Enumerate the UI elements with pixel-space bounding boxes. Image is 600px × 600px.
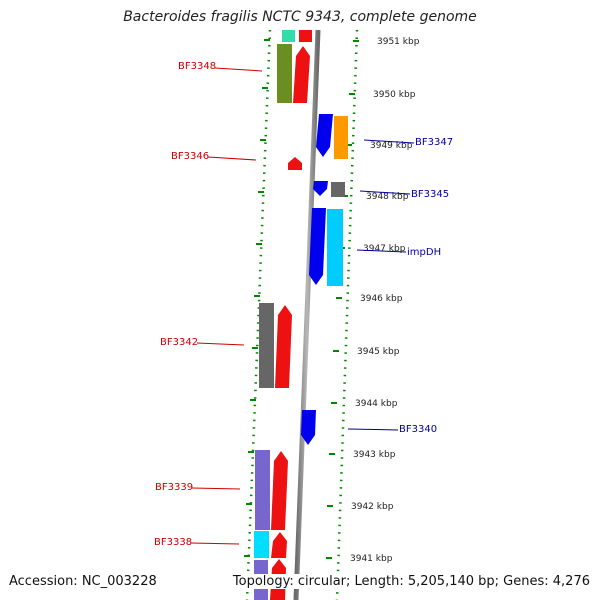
kbp-tick-label: 3950 kbp <box>373 90 416 100</box>
gene-bf3339-purple <box>255 450 270 530</box>
gene-top-red <box>299 30 312 42</box>
right-label-leader-line <box>359 190 411 195</box>
gene-bf3339-red <box>271 451 288 530</box>
left-gene-labels: BF3348 BF3346 BF3342 BF3339 BF3338 <box>154 61 263 548</box>
gene-bf3345-grey <box>331 182 345 197</box>
left-label-leader-line <box>196 342 245 346</box>
kbp-tick-label: 3943 kbp <box>353 450 396 460</box>
gene-label-right: BF3340 <box>399 424 437 435</box>
kbp-tick-label: 3941 kbp <box>350 554 393 564</box>
right-gene-labels: BF3347 BF3345 impDH BF3340 <box>347 137 453 435</box>
accession-text: Accession: NC_003228 <box>9 574 157 589</box>
kbp-tick-labels: 3951 kbp 3950 kbp 3949 kbp 3948 kbp 3947 kbp… <box>350 37 420 564</box>
kbp-tick-label: 3942 kbp <box>351 502 394 512</box>
right-label-leader-line <box>363 139 415 144</box>
gene-impdh-cyan <box>327 209 343 286</box>
left-label-leader-line <box>191 487 241 490</box>
gene-bf3346 <box>288 157 302 170</box>
gene-label-left: BF3338 <box>154 537 192 548</box>
kbp-tick-label: 3946 kbp <box>360 294 403 304</box>
kbp-tick-label: 3945 kbp <box>357 347 400 357</box>
gene-bf3342-grey <box>259 303 274 388</box>
ring-right-dotted <box>335 29 359 600</box>
gene-bf3338-cyan <box>254 531 269 558</box>
gene-bf3348-olive <box>277 44 292 103</box>
kbp-tick-label: 3951 kbp <box>377 37 420 47</box>
gene-label-right: BF3345 <box>411 189 449 200</box>
gene-bf3342-red <box>275 305 292 388</box>
kbp-tick-label: 3947 kbp <box>363 244 406 254</box>
gene-label-right: impDH <box>407 247 441 258</box>
left-ring-ticks <box>244 39 270 557</box>
topology-text: Topology: circular; Length: 5,205,140 bp… <box>232 574 590 589</box>
gene-bf3345-blue <box>313 181 328 196</box>
gene-label-left: BF3346 <box>171 151 209 162</box>
right-label-leader-line <box>347 428 399 431</box>
gene-label-left: BF3339 <box>155 482 193 493</box>
left-label-leader-line <box>207 156 257 161</box>
gene-bf3340-blue <box>301 410 316 445</box>
gene-bf3347-orange <box>334 116 348 159</box>
gene-label-left: BF3348 <box>178 61 216 72</box>
left-label-leader-line <box>190 542 240 545</box>
map-title: Bacteroides fragilis NCTC 9343, complete… <box>123 9 477 25</box>
gene-bf3338-red <box>271 532 287 558</box>
gene-label-right: BF3347 <box>415 137 453 148</box>
ring-left-dotted <box>245 29 272 600</box>
forward-strand-genes <box>254 30 312 600</box>
genome-backbone <box>293 29 321 600</box>
kbp-tick-label: 3948 kbp <box>366 192 409 202</box>
gene-label-left: BF3342 <box>160 337 198 348</box>
gene-bf3348-red <box>293 46 310 103</box>
gene-impdh-blue <box>309 208 326 285</box>
left-label-leader-line <box>214 67 263 72</box>
gene-bf3347-blue <box>316 114 333 157</box>
reverse-strand-genes <box>301 114 348 445</box>
right-label-leader-line <box>356 249 407 253</box>
kbp-tick-label: 3944 kbp <box>355 399 398 409</box>
gene-top-teal <box>282 30 295 42</box>
kbp-tick-label: 3949 kbp <box>370 141 413 151</box>
